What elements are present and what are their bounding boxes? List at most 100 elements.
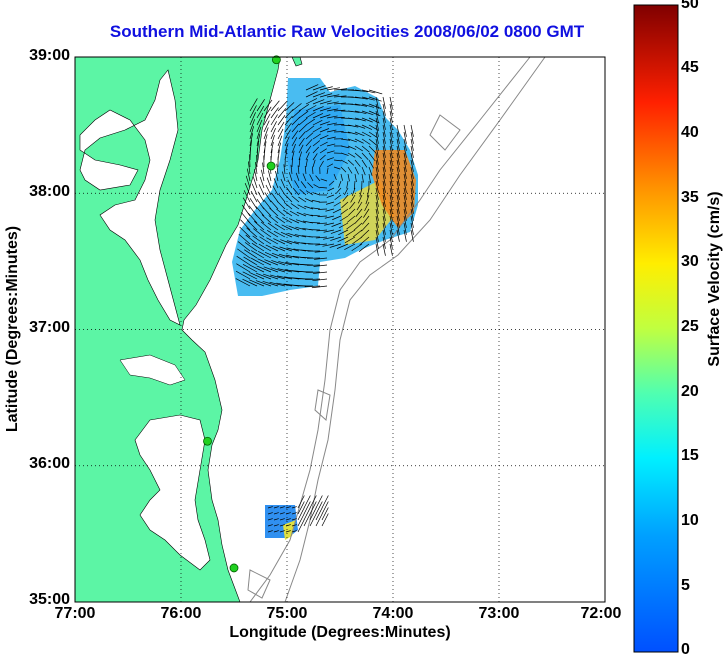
velocity-arrow	[389, 96, 393, 109]
velocity-arrow	[302, 173, 307, 182]
velocity-arrow	[291, 103, 302, 112]
velocity-arrow	[278, 253, 293, 259]
velocity-arrow	[256, 119, 263, 133]
velocity-arrow	[242, 197, 251, 210]
velocity-arrow	[354, 96, 368, 100]
velocity-arrow	[304, 285, 321, 288]
colorbar-tick-label: 30	[681, 253, 699, 270]
velocity-arrow	[263, 127, 269, 140]
velocity-vectors	[235, 84, 414, 533]
velocity-arrow	[242, 278, 258, 287]
velocity-arrow	[267, 506, 273, 509]
velocity-arrow	[305, 271, 321, 273]
velocity-arrow	[298, 196, 307, 203]
velocity-arrow	[313, 264, 328, 267]
velocity-arrow	[259, 236, 272, 245]
velocity-arrow	[279, 186, 286, 196]
velocity-arrow	[354, 145, 363, 152]
velocity-arrow	[315, 501, 323, 515]
velocity-arrow	[305, 145, 312, 154]
velocity-arrow	[368, 159, 374, 169]
velocity-arrow	[375, 222, 379, 235]
velocity-arrow	[305, 132, 314, 140]
velocity-arrow	[294, 241, 307, 245]
velocity-arrow	[361, 124, 373, 130]
station-marker	[271, 55, 281, 65]
velocity-arrow	[322, 236, 335, 240]
velocity-arrow	[263, 148, 266, 161]
velocity-arrow	[263, 273, 279, 280]
velocity-arrow	[355, 208, 363, 217]
velocity-arrow	[354, 110, 367, 115]
velocity-arrow	[361, 173, 364, 183]
bathymetry-contour	[314, 389, 331, 421]
velocity-arrow	[265, 244, 279, 252]
velocity-arrow	[321, 513, 329, 527]
velocity-arrow	[340, 152, 349, 156]
velocity-arrow	[340, 208, 349, 215]
velocity-arrow	[260, 221, 272, 231]
velocity-arrow	[256, 126, 262, 140]
velocity-arrow	[368, 173, 371, 184]
velocity-arrow	[312, 106, 324, 112]
velocity-arrow	[375, 187, 379, 200]
velocity-arrow	[368, 145, 377, 154]
velocity-arrow	[312, 126, 322, 133]
velocity-arrow	[403, 187, 407, 200]
velocity-arrow	[312, 119, 323, 126]
velocity-arrow	[284, 129, 291, 140]
velocity-arrow	[297, 165, 300, 175]
velocity-arrow	[354, 131, 365, 137]
velocity-arrow	[270, 107, 279, 119]
velocity-arrow	[294, 234, 307, 238]
velocity-arrow	[410, 187, 414, 200]
velocity-arrow	[291, 195, 300, 203]
velocity-arrow	[396, 131, 400, 144]
velocity-arrow	[267, 524, 273, 527]
velocity-arrow	[410, 222, 414, 235]
velocity-arrow	[285, 262, 300, 266]
velocity-arrow	[312, 278, 328, 282]
velocity-arrow	[277, 108, 287, 119]
velocity-arrow	[256, 112, 264, 126]
velocity-arrow	[339, 215, 349, 222]
velocity-arrow	[266, 229, 279, 238]
velocity-arrow	[319, 107, 331, 112]
velocity-arrow	[410, 194, 414, 207]
velocity-arrow	[266, 237, 279, 245]
velocity-arrow	[270, 274, 286, 280]
velocity-arrow	[333, 95, 347, 98]
velocity-arrow	[241, 204, 251, 217]
velocity-arrow	[396, 124, 400, 137]
velocity-arrow	[275, 216, 286, 224]
velocity-arrow	[275, 170, 279, 182]
x-axis-label: Longitude (Degrees:Minutes)	[229, 624, 451, 641]
velocity-arrow	[361, 117, 373, 123]
velocity-arrow	[291, 518, 297, 521]
velocity-arrow	[410, 159, 414, 172]
velocity-arrow	[312, 99, 325, 105]
velocity-arrow	[312, 133, 321, 140]
velocity-arrow	[354, 103, 368, 107]
velocity-arrow	[353, 180, 356, 190]
chart-title: Southern Mid-Atlantic Raw Velocities 200…	[109, 22, 585, 41]
velocity-arrow	[319, 154, 326, 161]
bathymetry-contour	[249, 56, 531, 603]
velocity-arrow	[312, 166, 314, 175]
velocity-arrow	[246, 227, 258, 238]
velocity-arrow	[382, 243, 386, 256]
velocity-arrow	[244, 249, 258, 259]
velocity-arrow	[295, 219, 307, 224]
velocity-arrow	[291, 130, 299, 140]
velocity-arrow	[330, 229, 342, 234]
velocity-arrow	[403, 166, 407, 179]
velocity-arrow	[324, 215, 335, 219]
velocity-arrow	[263, 120, 270, 133]
velocity-arrow	[389, 110, 393, 123]
velocity-arrow	[309, 507, 317, 521]
velocity-arrow	[396, 222, 400, 235]
velocity-arrow	[254, 213, 265, 224]
velocity-arrow	[333, 159, 342, 162]
velocity-arrow	[353, 222, 363, 231]
velocity-arrow	[340, 138, 351, 141]
